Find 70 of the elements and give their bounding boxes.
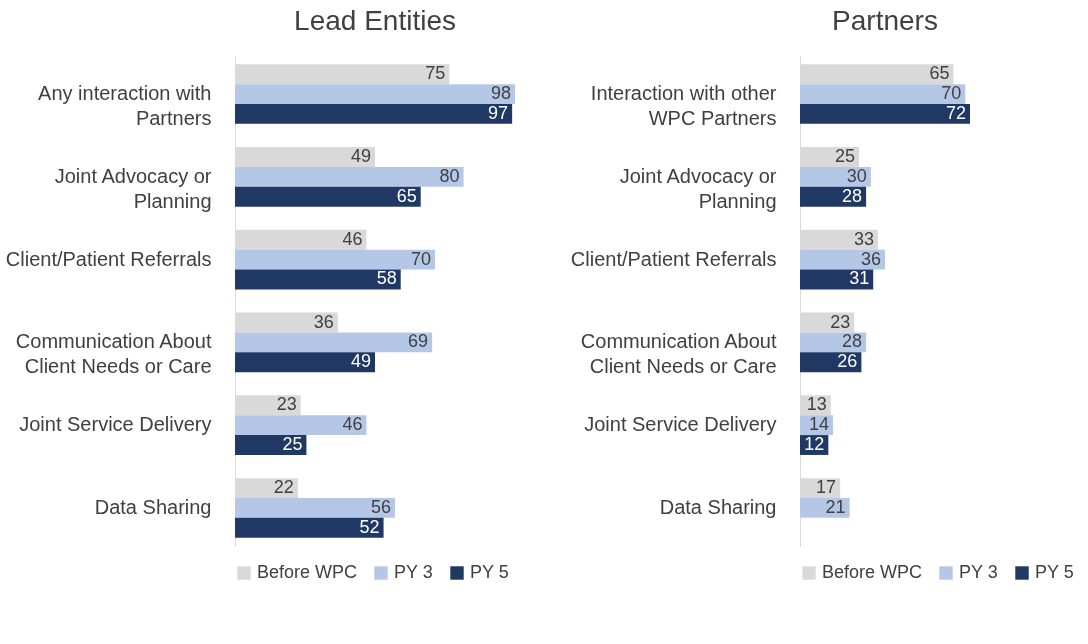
bar [235,497,395,518]
legend-label: PY 3 [394,562,433,582]
data-label: 46 [342,414,363,435]
data-label: 70 [941,83,962,104]
data-label: 49 [350,145,371,166]
y-tick-label: Joint Service Delivery [584,413,777,436]
data-label: 33 [853,228,874,249]
data-label: 30 [846,165,867,186]
bar [235,166,464,187]
bar [235,517,384,538]
data-label: 12 [804,434,825,455]
data-label: 13 [806,394,827,415]
bar [235,104,513,124]
data-label: 69 [408,331,429,352]
data-label: 23 [830,311,851,332]
data-label: 23 [276,394,297,415]
bar [235,352,375,373]
data-label: 28 [842,185,863,206]
y-tick-label: Client/Patient Referrals [5,247,212,270]
data-label: 80 [439,165,460,186]
data-label: 17 [816,477,837,498]
bar [235,84,515,105]
y-tick-label: Data Sharing [659,495,777,518]
chart-title: Lead Entities [294,5,456,36]
data-label: 56 [370,496,391,517]
bar [235,249,435,270]
y-tick-label: Interaction with other WPC Partners [590,82,777,130]
bar [800,166,871,187]
data-label: 26 [837,351,858,372]
bar [235,332,433,353]
data-label: 65 [929,63,950,84]
bar [235,269,401,290]
bar [800,249,885,270]
data-label: 14 [809,414,830,435]
data-label: 31 [849,268,870,289]
data-label: 58 [376,268,397,289]
y-tick-label: Any interaction with Partners [38,82,212,130]
legend-label: PY 3 [959,562,998,582]
y-tick-label: Joint Advocacy or Planning [54,164,212,212]
y-tick-label: Client/Patient Referrals [570,247,777,270]
bar [800,84,966,105]
bar [235,415,367,436]
data-label: 49 [350,351,371,372]
y-tick-label: Joint Advocacy or Planning [619,164,777,212]
y-tick-label: Data Sharing [94,495,212,518]
data-label: 65 [396,185,417,206]
data-label: 22 [273,477,294,498]
data-label: 72 [945,102,966,123]
data-label: 52 [359,516,380,537]
data-label: 98 [490,83,511,104]
y-tick-label: Communication About Client Needs or Care [15,330,212,378]
bar [800,104,970,124]
data-label: 25 [282,434,303,455]
data-label: 70 [410,248,431,269]
data-label: 36 [313,311,334,332]
data-label: 21 [825,496,846,517]
data-label: 75 [425,63,446,84]
chart-title: Partners [832,5,938,36]
legend-label: Before WPC [257,562,358,582]
legend-label: PY 5 [470,562,509,582]
data-label: 46 [342,228,363,249]
data-label: 97 [488,102,509,123]
legend-label: Before WPC [822,562,923,582]
bar [235,186,421,207]
data-label: 36 [860,248,881,269]
legend-label: PY 5 [1035,562,1074,582]
data-label: 28 [842,331,863,352]
y-tick-label: Communication About Client Needs or Care [580,330,777,378]
data-label: 25 [835,145,856,166]
y-tick-label: Joint Service Delivery [19,413,212,436]
